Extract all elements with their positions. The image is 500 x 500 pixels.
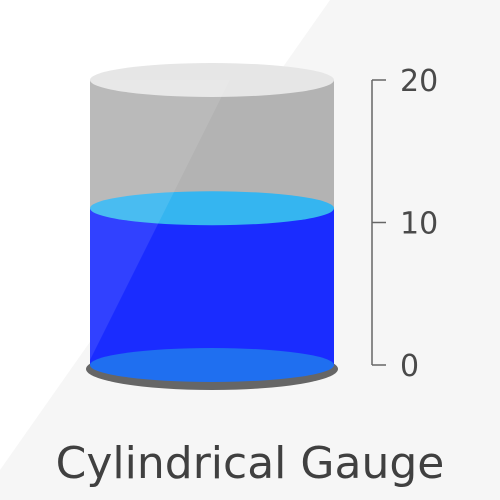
axis-tick-label: 20: [400, 64, 438, 99]
gauge-title: Cylindrical Gauge: [56, 438, 445, 489]
cylinder-gloss-highlight: [90, 80, 230, 360]
cylinder-fill-surface: [90, 191, 334, 226]
cylinder-empty-body: [90, 80, 334, 209]
axis-tick-label: 10: [400, 207, 438, 242]
axis-tick-label: 0: [400, 349, 419, 384]
gauge-axis: 0 10 20: [371, 64, 438, 384]
cylinder-fill-bottom: [90, 348, 334, 382]
cylinder-fill-body: [90, 208, 334, 365]
cylinder-lid: [90, 63, 334, 97]
